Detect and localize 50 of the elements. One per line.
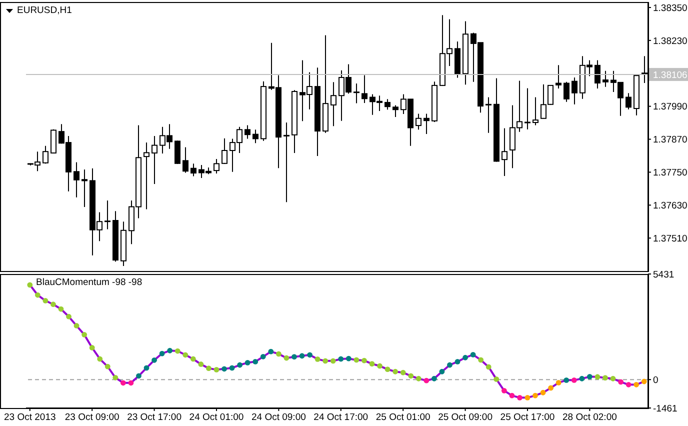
x-tick-label: 24 Oct 09:00 (251, 412, 306, 423)
x-tick-label: 23 Oct 09:00 (64, 412, 120, 423)
candlestick (384, 98, 390, 110)
chart-title: EURUSD,H1 (17, 5, 72, 16)
chart-title: BlauCMomentum -98 -98 (36, 277, 142, 288)
x-tick-label: 23 Oct 17:00 (127, 412, 182, 423)
candlestick (74, 162, 80, 198)
candlestick (182, 146, 188, 174)
y-tick-label: 1.37510 (653, 233, 688, 244)
y-tick-label: 1.38350 (653, 2, 688, 14)
candlestick (602, 70, 608, 88)
candlestick (214, 158, 220, 174)
y-tick-label: 1.38230 (653, 36, 688, 47)
x-tick-label: 24 Oct 17:00 (314, 412, 368, 423)
candlestick (174, 140, 180, 164)
candlestick (502, 128, 508, 177)
candlestick (330, 82, 336, 127)
candlestick (244, 124, 250, 140)
y-tick-label: 1.37630 (653, 200, 688, 212)
candlestick (594, 60, 600, 89)
candlestick (144, 142, 150, 210)
candlestick (556, 64, 562, 89)
candlestick (626, 92, 632, 110)
x-tick-label: 25 Oct 17:00 (500, 412, 555, 423)
candlestick (252, 129, 258, 144)
y-tick-label: -1461 (653, 403, 678, 414)
y-tick-label: 1.37750 (653, 168, 688, 179)
candlestick (572, 76, 578, 105)
candlestick (222, 138, 228, 164)
candlestick (82, 168, 88, 208)
candlestick (50, 128, 56, 154)
candlestick (564, 81, 570, 102)
candlestick (392, 104, 398, 118)
y-tick-label: 0 (653, 374, 658, 386)
candlestick (424, 113, 430, 135)
candlestick (416, 113, 422, 130)
y-tick-label: 1.37870 (653, 134, 688, 146)
x-tick-label: 25 Oct 01:00 (376, 412, 430, 423)
candlestick (152, 135, 158, 184)
ref-line-label: 1.38106 (653, 70, 688, 81)
candlestick (362, 74, 368, 104)
x-tick-label: 23 Oct 2013 (4, 412, 56, 423)
x-tick-label: 28 Oct 02:00 (562, 412, 617, 423)
x-tick-label: 24 Oct 01:00 (189, 412, 244, 423)
candlestick (42, 145, 48, 164)
x-tick-label: 25 Oct 09:00 (438, 412, 492, 423)
y-tick-label: 1.37990 (653, 102, 688, 113)
y-tick-label: 5431 (653, 269, 674, 280)
candlestick (532, 96, 538, 126)
candlestick (190, 163, 196, 177)
